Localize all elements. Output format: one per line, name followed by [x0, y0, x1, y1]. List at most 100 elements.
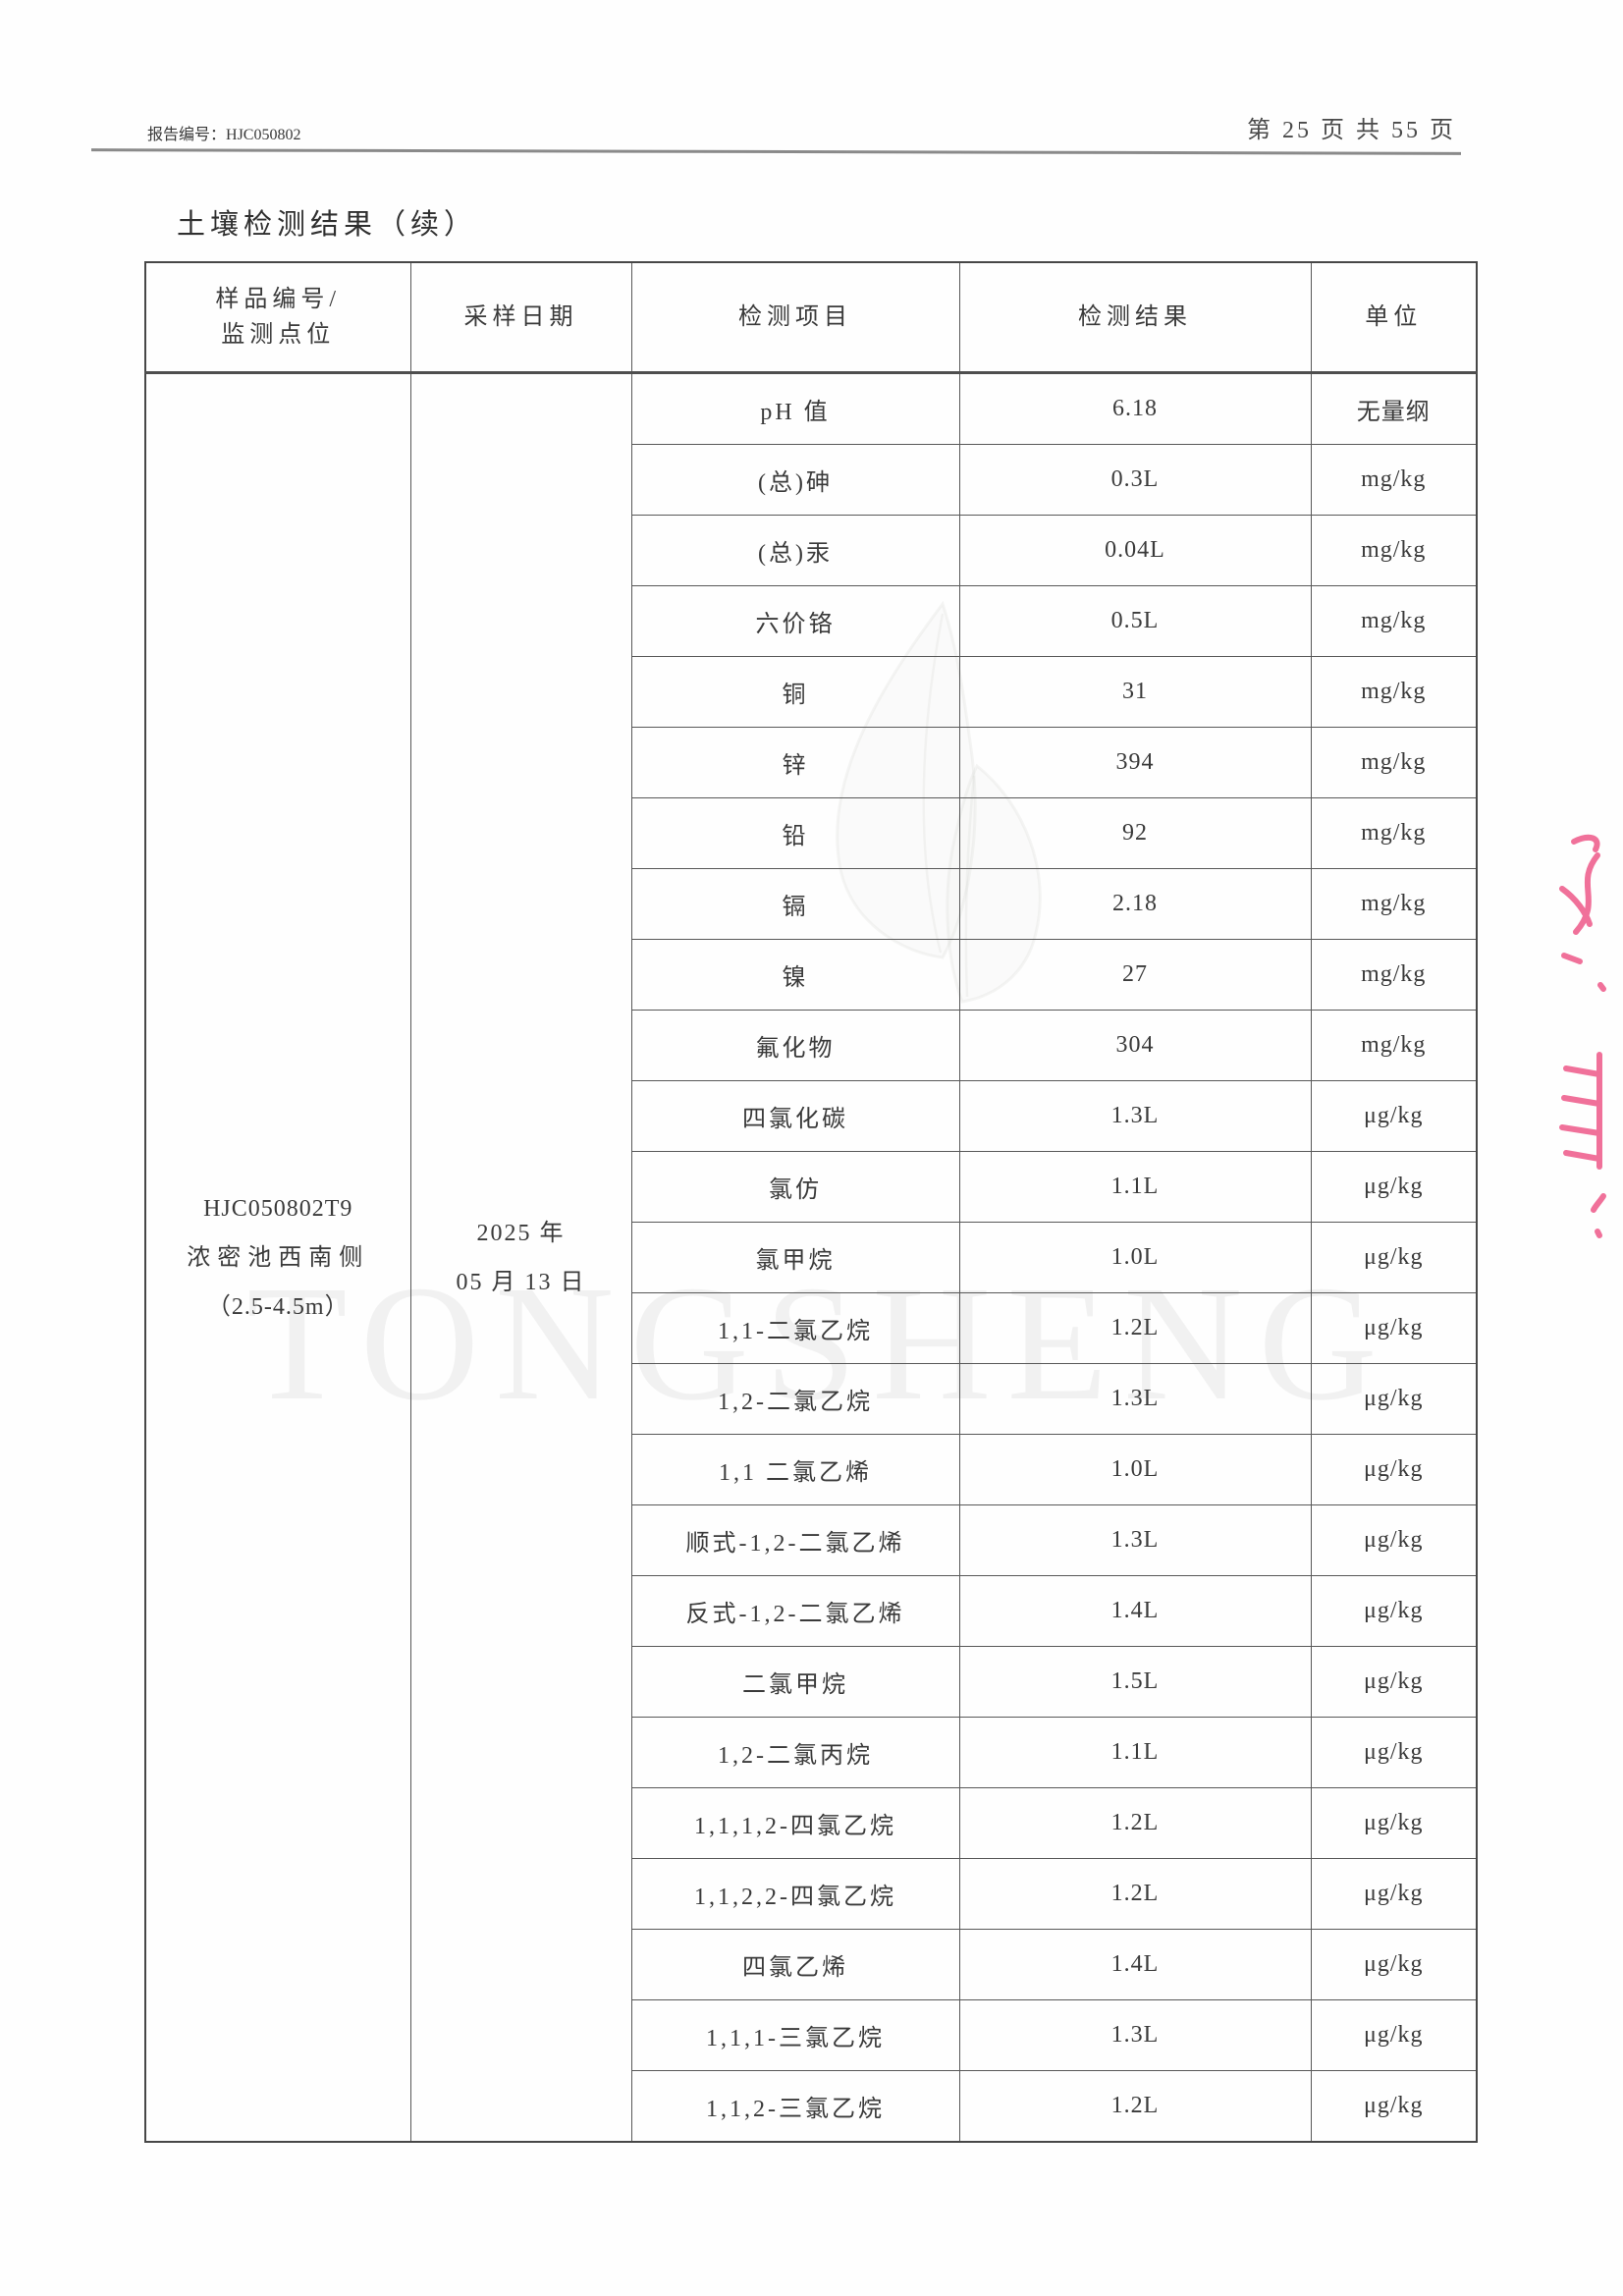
cell-analyte: 1,1-二氯乙烷 [630, 1292, 960, 1364]
red-ink-fragment-upper [1559, 834, 1606, 992]
cell-analyte: 铅 [630, 797, 960, 869]
cell-unit: mg/kg [1310, 515, 1478, 586]
cell-unit: mg/kg [1310, 444, 1478, 516]
col-header-result: 检测结果 [958, 261, 1312, 374]
cell-analyte: 氟化物 [630, 1010, 960, 1081]
cell-unit: μg/kg [1310, 1080, 1478, 1152]
results-table: 样品编号/ 监测点位 采样日期 检测项目 检测结果 单位 HJC050802T9… [144, 261, 1478, 2143]
cell-result: 1.2L [958, 1292, 1312, 1364]
cell-analyte: 氯甲烷 [630, 1222, 960, 1293]
table-row: 顺式-1,2-二氯乙烯 1.3L μg/kg [145, 1504, 1478, 1576]
cell-result: 1.5L [958, 1646, 1312, 1718]
cell-result: 1.2L [958, 1858, 1312, 1930]
table-row: 二氯甲烷 1.5L μg/kg [145, 1646, 1478, 1718]
cell-unit: mg/kg [1310, 656, 1478, 728]
cell-unit: mg/kg [1310, 727, 1478, 798]
table-row: 氯甲烷 1.0L μg/kg [145, 1222, 1478, 1293]
table-row: 1,1,1,2-四氯乙烷 1.2L μg/kg [145, 1787, 1478, 1859]
report-number-value: HJC050802 [226, 127, 301, 143]
cell-unit: μg/kg [1310, 1151, 1478, 1223]
cell-result: 1.3L [958, 1504, 1312, 1576]
cell-analyte: 顺式-1,2-二氯乙烯 [630, 1504, 960, 1576]
cell-analyte: 1,2-二氯丙烷 [630, 1717, 960, 1788]
cell-result: 92 [958, 797, 1312, 869]
table-row: 反式-1,2-二氯乙烯 1.4L μg/kg [145, 1575, 1478, 1647]
cell-result: 6.18 [958, 372, 1312, 445]
table-row: 锌 394 mg/kg [145, 727, 1478, 798]
cell-analyte: 镍 [630, 939, 960, 1011]
cell-result: 304 [958, 1010, 1312, 1081]
cell-analyte: pH 值 [630, 372, 960, 445]
cell-result: 1.4L [958, 1575, 1312, 1647]
report-number-label: 报告编号： [147, 127, 227, 143]
cell-analyte: 反式-1,2-二氯乙烯 [630, 1575, 960, 1647]
cell-unit: μg/kg [1310, 1646, 1478, 1718]
table-row: 氟化物 304 mg/kg [145, 1010, 1478, 1081]
cell-result: 0.5L [958, 585, 1312, 657]
cell-result: 394 [958, 727, 1312, 798]
cell-result: 2.18 [958, 868, 1312, 940]
cell-result: 1.0L [958, 1434, 1312, 1505]
cell-analyte: 镉 [630, 868, 960, 940]
table-row: 四氯乙烯 1.4L μg/kg [145, 1929, 1478, 2000]
table-row: 铅 92 mg/kg [145, 797, 1478, 869]
page-counter: 第 25 页 共 55 页 [1247, 118, 1456, 143]
cell-result: 27 [958, 939, 1312, 1011]
table-row: 1,1,2-三氯乙烷 1.2L μg/kg [145, 2070, 1478, 2143]
cell-result: 0.3L [958, 444, 1312, 516]
sampling-date-day: 05 月 13 日 [456, 1269, 586, 1295]
cell-analyte: 1,1,1,2-四氯乙烷 [630, 1787, 960, 1859]
table-row: 1,1,2,2-四氯乙烷 1.2L μg/kg [145, 1858, 1478, 1930]
table-row: 1,2-二氯乙烷 1.3L μg/kg [145, 1363, 1478, 1435]
table-row: 1,2-二氯丙烷 1.1L μg/kg [145, 1717, 1478, 1788]
cell-unit: μg/kg [1310, 1787, 1478, 1859]
cell-result: 1.3L [958, 1999, 1312, 2071]
section-title: 土壤检测结果（续） [177, 209, 478, 241]
results-table-wrap: 样品编号/ 监测点位 采样日期 检测项目 检测结果 单位 HJC050802T9… [144, 261, 1478, 2143]
results-tbody: HJC050802T9 浓密池西南侧 （2.5-4.5m） 2025 年 05 … [144, 372, 1478, 2143]
cell-result: 1.1L [958, 1717, 1312, 1788]
report-number: 报告编号：HJC050802 [147, 121, 300, 144]
sampling-date-year: 2025 年 [476, 1220, 566, 1246]
cell-unit: mg/kg [1310, 939, 1478, 1011]
running-header: 报告编号：HJC050802 第 25 页 共 55 页 [147, 110, 1456, 144]
cell-analyte: 氯仿 [630, 1151, 960, 1223]
table-row: 镍 27 mg/kg [145, 939, 1478, 1011]
sample-depth: （2.5-4.5m） [206, 1293, 350, 1320]
sample-id: HJC050802T9 [203, 1195, 353, 1222]
cell-unit: μg/kg [1310, 1363, 1478, 1435]
table-row: 氯仿 1.1L μg/kg [145, 1151, 1478, 1223]
results-table-head: 样品编号/ 监测点位 采样日期 检测项目 检测结果 单位 [144, 261, 1478, 374]
col-header-item: 检测项目 [630, 261, 960, 374]
cell-analyte: 锌 [630, 727, 960, 798]
cell-analyte: 1,1,2,2-四氯乙烷 [630, 1858, 960, 1930]
header-rule [90, 148, 1462, 155]
cell-analyte: 1,1,2-三氯乙烷 [630, 2070, 960, 2143]
cell-analyte: 1,1,1-三氯乙烷 [630, 1999, 960, 2071]
red-ink-fragment-lower [1559, 1052, 1606, 1238]
cell-unit: μg/kg [1310, 1575, 1478, 1647]
cell-unit: μg/kg [1310, 1434, 1478, 1505]
cell-result: 31 [958, 656, 1312, 728]
cell-unit: μg/kg [1310, 1999, 1478, 2071]
cell-unit: mg/kg [1310, 585, 1478, 657]
sample-location: 浓密池西南侧 [187, 1244, 370, 1271]
table-row: HJC050802T9 浓密池西南侧 （2.5-4.5m） 2025 年 05 … [144, 372, 1478, 2143]
table-row: 1,1 二氯乙烯 1.0L μg/kg [145, 1434, 1478, 1505]
cell-analyte: 1,1 二氯乙烯 [630, 1434, 960, 1505]
sampling-date-cell: 2025 年 05 月 13 日 [409, 372, 632, 2143]
cell-analyte: 四氯乙烯 [630, 1929, 960, 2000]
sample-cell: HJC050802T9 浓密池西南侧 （2.5-4.5m） [144, 372, 411, 2143]
cell-analyte: 四氯化碳 [630, 1080, 960, 1152]
cell-unit: μg/kg [1310, 1858, 1478, 1930]
cell-analyte: 六价铬 [630, 585, 960, 657]
table-row: (总)汞 0.04L mg/kg [145, 515, 1478, 586]
cell-analyte: 铜 [630, 656, 960, 728]
table-row: 1,1,1-三氯乙烷 1.3L μg/kg [145, 1999, 1478, 2071]
cell-unit: μg/kg [1310, 2070, 1478, 2143]
cell-result: 1.1L [958, 1151, 1312, 1223]
cell-result: 1.4L [958, 1929, 1312, 2000]
cell-analyte: 二氯甲烷 [630, 1646, 960, 1718]
table-row: 四氯化碳 1.3L μg/kg [145, 1080, 1478, 1152]
